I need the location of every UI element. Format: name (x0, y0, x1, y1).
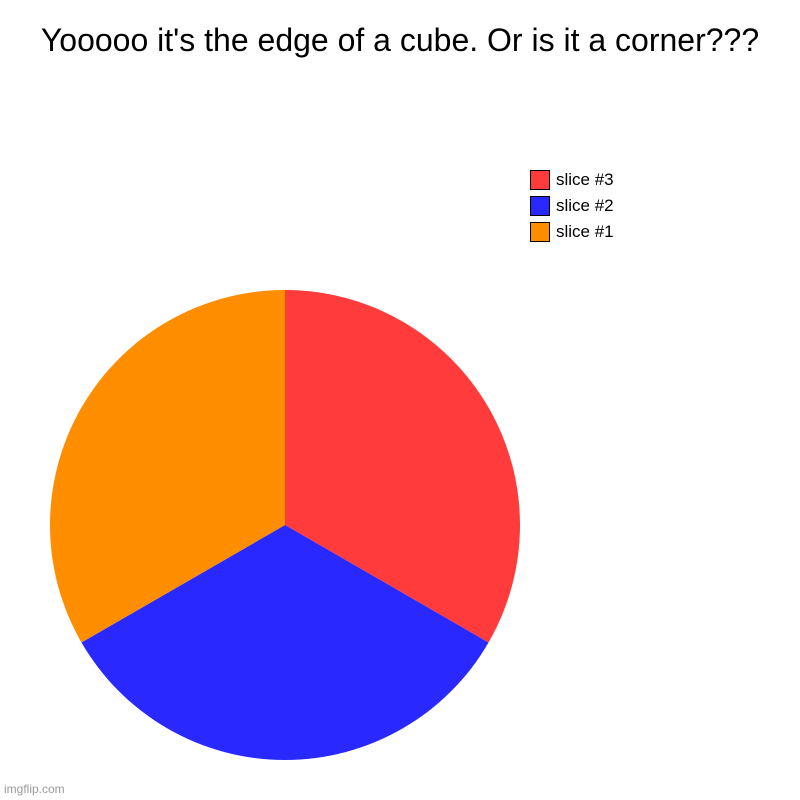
legend-swatch (530, 170, 550, 190)
watermark: imgflip.com (4, 782, 65, 796)
legend: slice #3 slice #2 slice #1 (530, 170, 614, 248)
legend-label: slice #1 (556, 222, 614, 242)
chart-title: Yooooo it's the edge of a cube. Or is it… (0, 0, 800, 70)
legend-item: slice #1 (530, 222, 614, 242)
legend-label: slice #2 (556, 196, 614, 216)
legend-label: slice #3 (556, 170, 614, 190)
pie-chart (50, 290, 520, 760)
chart-container: Yooooo it's the edge of a cube. Or is it… (0, 0, 800, 800)
legend-swatch (530, 222, 550, 242)
legend-item: slice #2 (530, 196, 614, 216)
legend-item: slice #3 (530, 170, 614, 190)
legend-swatch (530, 196, 550, 216)
